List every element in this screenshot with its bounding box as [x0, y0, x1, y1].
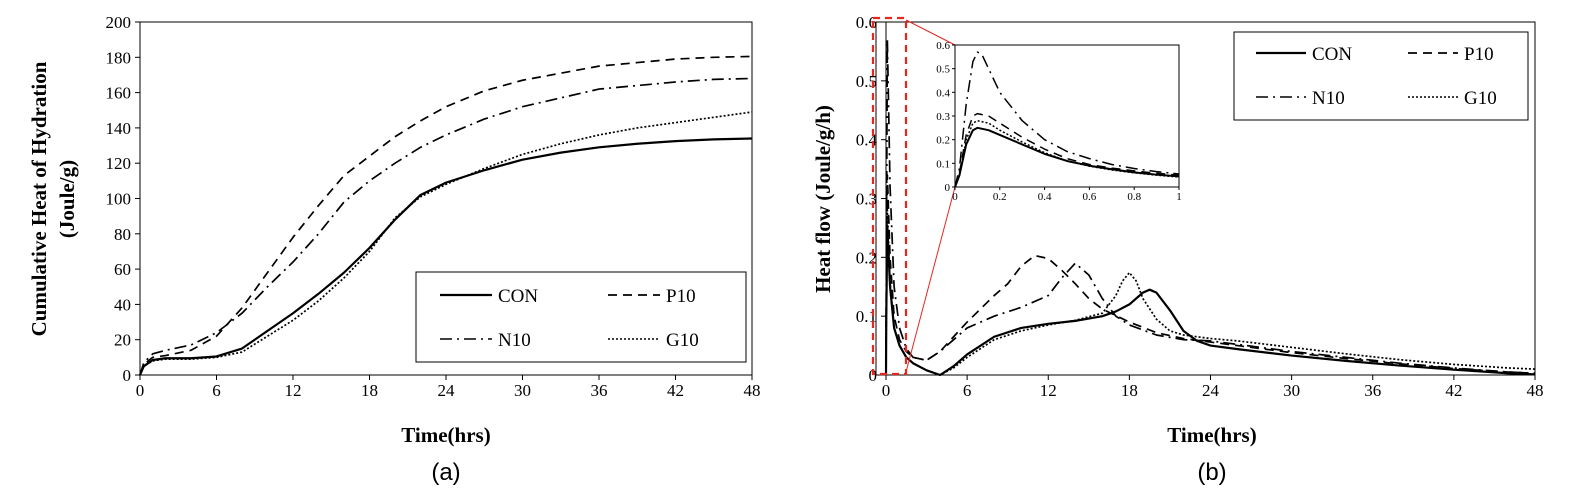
inset-x-tick-label: 0.4 — [1038, 191, 1052, 203]
zoom-connector-top — [905, 19, 956, 46]
inset-x-tick-label: 0.8 — [1127, 191, 1141, 203]
y-axis-label-a-line1: Cumulative Heat of Hydration — [27, 61, 51, 336]
b-x-tick-label: 0 — [882, 381, 891, 400]
legend-a: CON P10 N10 G10 — [415, 271, 747, 363]
a-x-tick-label: 30 — [514, 381, 531, 400]
inset-series-n10 — [954, 51, 1180, 188]
inset-y-ticks: 0 0.1 0.2 0.3 0.4 0.5 0.6 — [936, 40, 955, 194]
panel-label-a: (a) — [431, 459, 460, 486]
inset-y-tick-label: 0.2 — [936, 135, 950, 147]
y-ticks-a: 0 20 40 60 80 100 120 140 160 180 200 — [106, 13, 140, 385]
x-ticks-a: 0 6 12 18 24 30 36 42 48 — [136, 375, 761, 400]
legend-label-a-n10: N10 — [498, 330, 531, 351]
a-series-p10 — [139, 55, 753, 376]
b-y-tick-label: 0.6 — [856, 13, 877, 32]
b-x-tick-label: 42 — [1445, 381, 1462, 400]
inset-y-tick-label: 0.4 — [936, 87, 950, 99]
b-x-tick-label: 30 — [1283, 381, 1300, 400]
zoom-region-highlight — [871, 16, 908, 376]
a-x-tick-label: 42 — [667, 381, 684, 400]
inset-y-tick-label: 0.5 — [936, 64, 950, 76]
legend-label-a-p10: P10 — [666, 286, 696, 307]
inset-x-tick-label: 0 — [952, 191, 958, 203]
x-ticks-b: 0 6 12 18 24 30 36 42 48 — [882, 375, 1544, 400]
a-x-tick-label: 36 — [591, 381, 608, 400]
zoom-connector-bottom — [905, 186, 956, 373]
legend-label-b-n10: N10 — [1312, 88, 1345, 109]
legend-b: CON P10 N10 G10 — [1233, 31, 1529, 121]
b-x-tick-label: 48 — [1527, 381, 1544, 400]
a-series-con — [138, 137, 753, 376]
a-y-tick-label: 180 — [106, 48, 132, 67]
a-x-tick-label: 48 — [744, 381, 761, 400]
b-x-tick-label: 6 — [963, 381, 972, 400]
b-series-p10 — [885, 174, 1536, 376]
a-y-tick-label: 200 — [106, 13, 132, 32]
inset-x-tick-label: 1 — [1176, 191, 1182, 203]
a-x-tick-label: 12 — [285, 381, 302, 400]
inset-x-ticks: 0 0.2 0.4 0.6 0.8 1 — [952, 187, 1182, 203]
inset-y-tick-label: 0.6 — [936, 40, 950, 52]
legend-label-b-g10: G10 — [1464, 88, 1497, 109]
legend-label-b-p10: P10 — [1464, 44, 1494, 65]
inset-chart: 0 0.2 0.4 0.6 0.8 1 0 0.1 0.2 0.3 0.4 0.5 0.6 — [936, 40, 1182, 203]
b-y-tick-label: 0 — [869, 366, 878, 385]
a-x-tick-label: 18 — [361, 381, 378, 400]
inset-x-tick-label: 0.2 — [993, 191, 1007, 203]
b-x-tick-label: 18 — [1121, 381, 1138, 400]
inset-frame — [954, 44, 1180, 188]
a-y-tick-label: 120 — [106, 154, 132, 173]
inset-series-p10 — [954, 112, 1180, 188]
b-x-tick-label: 12 — [1040, 381, 1057, 400]
a-y-tick-label: 140 — [106, 119, 132, 138]
series-b — [884, 38, 1536, 377]
panel-label-b: (b) — [1197, 459, 1226, 486]
a-series-g10 — [139, 111, 753, 376]
x-axis-label-b: Time(hrs) — [1167, 423, 1256, 447]
y-axis-label-a-line2: (Joule/g) — [55, 160, 79, 238]
inset-series-con — [954, 126, 1180, 188]
a-x-tick-label: 6 — [212, 381, 221, 400]
b-y-tick-label: 0.1 — [856, 307, 877, 326]
series-a — [138, 55, 753, 376]
b-y-tick-label: 0.3 — [856, 190, 877, 209]
a-y-tick-label: 80 — [114, 225, 131, 244]
inset-x-tick-label: 0.6 — [1083, 191, 1097, 203]
a-x-tick-label: 24 — [438, 381, 456, 400]
a-series-n10 — [139, 77, 753, 376]
a-y-tick-label: 160 — [106, 84, 132, 103]
legend-label-a-con: CON — [498, 286, 538, 307]
chart-b: 0 6 12 18 24 30 36 42 48 0 0.1 0.2 0.3 0.4 0.5 0.6 Tim… — [811, 13, 1544, 486]
b-y-tick-label: 0.2 — [856, 248, 877, 267]
b-x-tick-label: 36 — [1364, 381, 1381, 400]
a-y-tick-label: 40 — [114, 295, 131, 314]
b-y-tick-label: 0.4 — [856, 131, 878, 150]
a-y-tick-label: 100 — [106, 190, 132, 209]
b-x-tick-label: 24 — [1202, 381, 1220, 400]
a-y-tick-label: 20 — [114, 331, 131, 350]
a-y-tick-label: 60 — [114, 260, 131, 279]
y-axis-label-b: Heat flow (Joule/g/h) — [811, 105, 835, 293]
a-y-tick-label: 0 — [123, 366, 132, 385]
legend-label-a-g10: G10 — [666, 330, 699, 351]
inset-series — [954, 51, 1180, 188]
legend-box-b — [1233, 31, 1529, 121]
legend-label-b-con: CON — [1312, 44, 1352, 65]
inset-series-g10 — [954, 119, 1180, 188]
inset-y-tick-label: 0.1 — [936, 158, 950, 170]
legend-box-a — [415, 271, 747, 363]
inset-y-tick-label: 0 — [945, 182, 951, 194]
b-series-n10 — [885, 38, 1536, 376]
b-y-tick-label: 0.5 — [856, 72, 877, 91]
chart-a: 0 6 12 18 24 30 36 42 48 0 20 40 60 80 100 120 140 160 18… — [27, 13, 761, 486]
a-x-tick-label: 0 — [136, 381, 145, 400]
inset-y-tick-label: 0.3 — [936, 111, 950, 123]
x-axis-label-a: Time(hrs) — [401, 423, 490, 447]
b-series-g10 — [885, 209, 1536, 376]
